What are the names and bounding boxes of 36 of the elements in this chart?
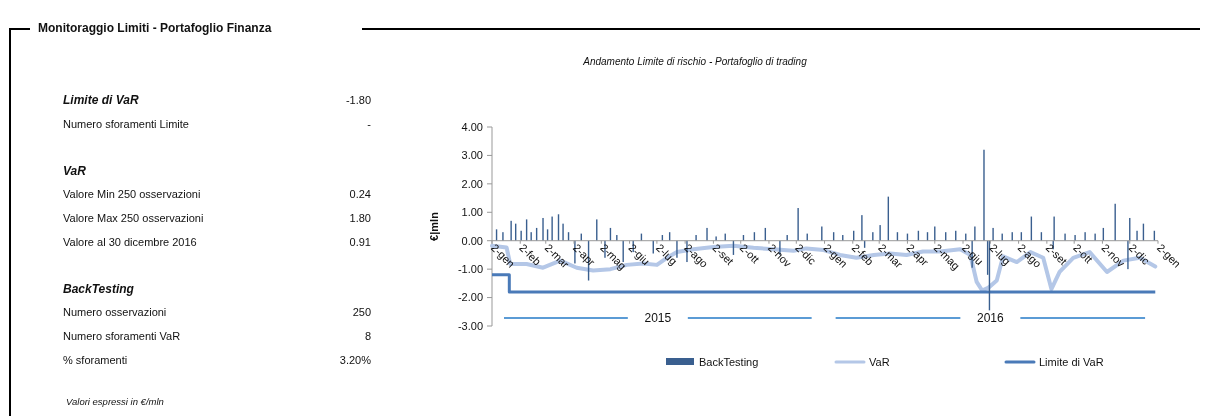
annotation: 2015: [644, 311, 672, 326]
text: -: [367, 117, 371, 130]
line-series: [490, 243, 1158, 293]
category-label: VaR: [63, 163, 87, 178]
category-label: BackTesting: [63, 281, 135, 296]
category-label: Valore Min 250 osservazioni: [63, 188, 201, 201]
text: Monitoraggio Limiti - Portafoglio Finanza: [38, 21, 272, 36]
y-axis-title: €|mln: [428, 211, 440, 241]
y-tick-label: 4.00: [461, 120, 483, 133]
category-label: Valore Max 250 osservazioni: [63, 212, 204, 224]
text: Valori espressi in €/mln: [66, 396, 164, 407]
text: 8: [364, 330, 371, 342]
text: -1.80: [345, 94, 371, 106]
legend-label: Limite di VaR: [1039, 355, 1104, 368]
text: 0.24: [349, 188, 371, 201]
category-label: Valore al 30 dicembre 2016: [63, 235, 197, 248]
category-label: Limite di VaR: [63, 93, 139, 107]
y-tick-label: 1.00: [461, 206, 483, 219]
legend-label: VaR: [869, 355, 890, 368]
category-label: % sforamenti: [63, 353, 128, 366]
text: 0.91: [349, 235, 371, 248]
chart-title: Andamento Limite di rischio - Portafoglio di trading: [582, 56, 808, 67]
y-tick-label: -2.00: [457, 291, 483, 304]
text: 250: [352, 306, 371, 319]
text: 1.80: [349, 212, 371, 224]
category-label: Numero sforamenti VaR: [63, 330, 181, 342]
category-label: Numero osservazioni: [63, 306, 167, 319]
y-tick-label: 3.00: [461, 149, 483, 162]
annotation: 2016: [977, 311, 1005, 326]
legend-label: BackTesting: [699, 355, 759, 368]
text: 3.20%: [339, 353, 371, 366]
category-label: Numero sforamenti Limite: [63, 117, 189, 130]
y-tick-label: 0.00: [461, 234, 483, 247]
y-tick-label: 2.00: [461, 177, 483, 190]
y-tick-label: -3.00: [457, 319, 483, 332]
y-tick-label: -1.00: [457, 262, 483, 275]
